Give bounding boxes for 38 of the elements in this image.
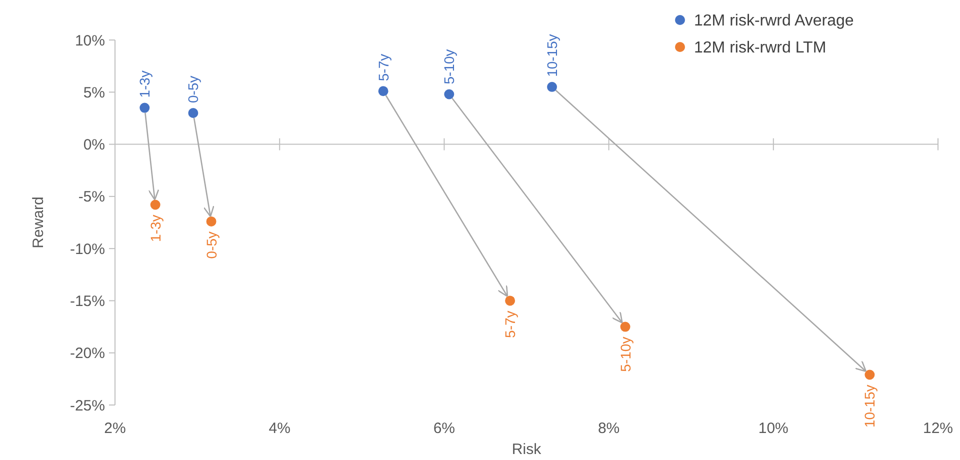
x-axis-title: Risk — [512, 441, 542, 458]
point — [547, 82, 558, 92]
legend-label: 12M risk-rwrd LTM — [694, 40, 826, 57]
legend-label: 12M risk-rwrd Average — [694, 12, 854, 30]
y-tick-label: -20% — [70, 345, 105, 362]
y-tick-label: 5% — [83, 84, 105, 102]
data-label: 5-7y — [502, 310, 518, 338]
data-label: 0-5y — [185, 76, 202, 103]
point — [864, 370, 875, 380]
data-label: 5-10y — [441, 49, 458, 84]
data-label: 10-15y — [862, 384, 878, 428]
x-tick-label: 12% — [922, 420, 954, 437]
x-tick-label: 10% — [758, 420, 788, 437]
data-label: 5-7y — [375, 54, 392, 82]
point — [140, 102, 150, 113]
x-tick-label: 8% — [598, 420, 620, 437]
data-label: 0-5y — [203, 231, 220, 259]
data-label: 1-3y — [136, 70, 153, 98]
y-tick-label: 10% — [74, 32, 105, 50]
point — [505, 296, 516, 306]
point — [620, 322, 630, 332]
y-tick-label: -15% — [70, 292, 105, 310]
point — [188, 108, 198, 118]
y-tick-label: -25% — [70, 397, 105, 414]
x-tick-label: 4% — [268, 420, 290, 437]
data-label: 1-3y — [147, 214, 164, 242]
data-label: 10-15y — [544, 34, 560, 77]
point — [206, 216, 216, 226]
y-tick-label: 0% — [83, 136, 105, 154]
point — [378, 86, 388, 96]
point — [444, 89, 454, 100]
y-tick-label: -5% — [78, 188, 105, 206]
x-tick-label: 6% — [433, 420, 456, 437]
y-tick-label: -10% — [70, 240, 105, 258]
y-axis-title: Reward — [30, 196, 47, 248]
point — [150, 200, 160, 210]
x-tick-label: 2% — [104, 420, 126, 437]
data-label: 5-10y — [617, 336, 634, 372]
